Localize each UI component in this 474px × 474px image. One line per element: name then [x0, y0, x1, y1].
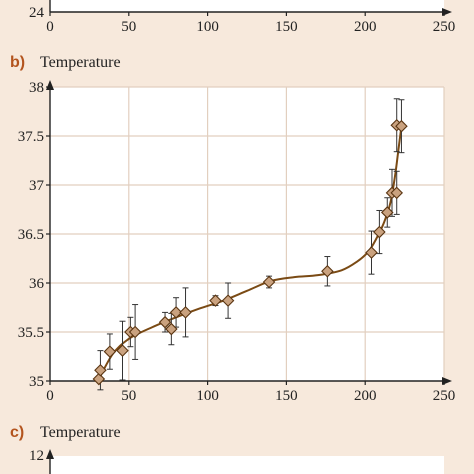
panel-b-data-point: [380, 206, 394, 219]
panel-b-x-tick-label: 200: [354, 388, 377, 404]
panel-b-y-tick-label: 38: [29, 80, 44, 96]
panel-c-y-arrow: [46, 449, 54, 459]
panel-b-data-point: [92, 372, 106, 386]
panel-a-x-tick-label: 50: [121, 19, 136, 35]
panel-b-y-tick-label: 37: [29, 178, 45, 194]
panel-b-y-tick-label: 36.5: [18, 227, 44, 243]
panel-b-x-tick-label: 150: [275, 388, 298, 404]
panel-a-plot-area: [50, 0, 444, 12]
panel-b-x-tick-label: 0: [46, 388, 54, 404]
panel-b-y-tick-label: 36: [29, 276, 45, 292]
panel-c-letter: c): [10, 424, 24, 441]
panel-b-data-point: [94, 363, 107, 377]
panel-b-trend-line: [97, 126, 403, 380]
panel-b-data-point: [321, 264, 334, 278]
panel-b-data-point: [373, 225, 386, 239]
panel-a-x-tick-label: 100: [196, 19, 219, 35]
panel-a-x-tick-label: 0: [46, 19, 54, 35]
panel-a-x-tick-label: 150: [275, 19, 298, 35]
panel-b-data-point: [169, 306, 183, 319]
panel-a-y-tick: 24: [29, 5, 45, 21]
panel-b-data-point: [103, 345, 117, 358]
panel-c: c) Temperature 12: [10, 424, 444, 474]
panel-b-x-tick-label: 50: [121, 388, 136, 404]
panel-b-y-tick-label: 35.5: [18, 325, 44, 341]
panel-b-data-point: [128, 325, 142, 339]
panel-b-y-arrow: [46, 80, 54, 90]
panel-b-data-point: [390, 186, 403, 200]
panel-c-plot-area: [50, 456, 444, 474]
panel-b: b) Temperature 0 50 100 150 200 250 35 35.5 36 36…: [10, 54, 455, 404]
panel-b-data-point: [209, 294, 222, 307]
panel-a-x-tick-label: 200: [354, 19, 377, 35]
panel-b-data-point: [221, 294, 235, 307]
panel-b-x-tick-label: 100: [196, 388, 219, 404]
panel-a: 24 0 50 100 150 200 250: [29, 0, 455, 35]
panel-b-data-point: [365, 246, 378, 259]
panel-b-data-point: [165, 322, 178, 336]
panel-a-x-tick-label: 250: [433, 19, 456, 35]
panel-c-title: Temperature: [40, 424, 121, 441]
panel-b-data-point: [116, 344, 129, 357]
panel-b-data-point: [395, 119, 408, 133]
panel-b-data-point: [262, 275, 276, 289]
panel-b-data-point: [179, 306, 192, 319]
panel-c-y-tick: 12: [29, 448, 44, 464]
panel-b-letter: b): [10, 54, 25, 71]
panel-b-y-tick-label: 37.5: [18, 129, 44, 145]
panel-b-y-tick-label: 35: [29, 374, 44, 390]
panel-b-title: Temperature: [40, 54, 121, 71]
panel-b-x-tick-label: 250: [433, 388, 456, 404]
panel-b-data-point: [158, 315, 172, 329]
